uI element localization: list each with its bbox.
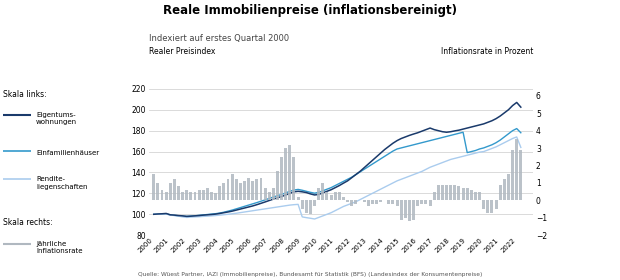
Bar bbox=[255, 179, 259, 200]
Bar bbox=[223, 183, 225, 200]
Text: Skala rechts:: Skala rechts: bbox=[3, 218, 53, 227]
Bar bbox=[189, 192, 192, 200]
Bar bbox=[206, 188, 209, 200]
Bar bbox=[239, 183, 242, 200]
Bar bbox=[276, 171, 279, 200]
Bar bbox=[412, 200, 415, 220]
Bar bbox=[326, 192, 329, 200]
Bar bbox=[181, 192, 184, 200]
Bar bbox=[177, 186, 180, 200]
Bar bbox=[264, 188, 267, 200]
Bar bbox=[280, 157, 283, 200]
Text: Realer Preisindex: Realer Preisindex bbox=[149, 47, 215, 56]
Bar bbox=[441, 185, 444, 200]
Text: Indexiert auf erstes Quartal 2000: Indexiert auf erstes Quartal 2000 bbox=[149, 34, 289, 43]
Bar bbox=[317, 188, 320, 200]
Bar bbox=[235, 179, 237, 200]
Bar bbox=[301, 200, 304, 209]
Bar bbox=[490, 200, 494, 213]
Bar bbox=[313, 200, 316, 206]
Bar bbox=[296, 197, 299, 200]
Bar bbox=[433, 192, 436, 200]
Bar bbox=[388, 200, 391, 204]
Bar bbox=[379, 200, 382, 202]
Bar bbox=[193, 192, 197, 200]
Bar bbox=[293, 157, 296, 200]
Bar bbox=[334, 192, 337, 200]
Bar bbox=[478, 192, 481, 200]
Bar bbox=[363, 200, 366, 202]
Bar bbox=[400, 200, 403, 220]
Bar bbox=[498, 185, 502, 200]
Bar bbox=[462, 188, 464, 200]
Bar bbox=[408, 200, 411, 221]
Bar bbox=[185, 190, 188, 200]
Text: Inflationsrate in Prozent: Inflationsrate in Prozent bbox=[441, 47, 533, 56]
Bar bbox=[214, 193, 217, 200]
Bar bbox=[396, 200, 399, 206]
Bar bbox=[453, 185, 456, 200]
Bar bbox=[251, 181, 254, 200]
Bar bbox=[243, 181, 246, 200]
Bar bbox=[495, 200, 498, 209]
Bar bbox=[437, 185, 440, 200]
Bar bbox=[520, 150, 522, 200]
Text: Eigentums-
wohnungen: Eigentums- wohnungen bbox=[36, 112, 77, 125]
Bar bbox=[198, 190, 201, 200]
Bar bbox=[346, 200, 349, 202]
Text: Skala links:: Skala links: bbox=[3, 90, 46, 99]
Bar bbox=[515, 139, 518, 200]
Text: Reale Immobilienpreise (inflationsbereinigt): Reale Immobilienpreise (inflationsberein… bbox=[163, 4, 457, 17]
Bar bbox=[450, 185, 452, 200]
Bar bbox=[458, 186, 461, 200]
Bar bbox=[511, 150, 514, 200]
Bar bbox=[153, 174, 155, 200]
Bar bbox=[420, 200, 423, 204]
Text: Rendite-
liegenschaften: Rendite- liegenschaften bbox=[36, 176, 87, 190]
Bar bbox=[342, 197, 345, 200]
Bar bbox=[231, 174, 234, 200]
Bar bbox=[272, 188, 275, 200]
Bar bbox=[470, 190, 473, 200]
Bar bbox=[247, 178, 250, 200]
Bar bbox=[445, 185, 448, 200]
Bar bbox=[330, 195, 332, 200]
Bar bbox=[482, 200, 485, 209]
Bar bbox=[321, 183, 324, 200]
Bar bbox=[350, 200, 353, 206]
Bar bbox=[367, 200, 370, 206]
Bar bbox=[375, 200, 378, 204]
Bar bbox=[156, 183, 159, 200]
Bar bbox=[169, 183, 172, 200]
Bar bbox=[202, 190, 205, 200]
Text: Quelle: Wüest Partner, IAZI (Immobilienpreise), Bundesamt für Statistik (BFS) (L: Quelle: Wüest Partner, IAZI (Immobilienp… bbox=[138, 272, 482, 277]
Bar bbox=[226, 179, 229, 200]
Bar bbox=[268, 192, 271, 200]
Bar bbox=[218, 186, 221, 200]
Bar bbox=[309, 200, 312, 214]
Bar bbox=[305, 200, 308, 213]
Bar bbox=[486, 200, 489, 213]
Bar bbox=[428, 200, 432, 206]
Bar bbox=[210, 192, 213, 200]
Bar bbox=[425, 200, 427, 204]
Bar bbox=[371, 200, 374, 204]
Bar bbox=[404, 200, 407, 218]
Bar bbox=[466, 188, 469, 200]
Bar bbox=[355, 200, 357, 204]
Bar bbox=[161, 190, 164, 200]
Bar bbox=[288, 144, 291, 200]
Bar bbox=[260, 178, 262, 200]
Text: Einfamilienhäuser: Einfamilienhäuser bbox=[36, 150, 99, 156]
Bar bbox=[503, 179, 506, 200]
Bar bbox=[507, 174, 510, 200]
Bar bbox=[165, 192, 167, 200]
Bar bbox=[391, 200, 394, 204]
Bar bbox=[173, 179, 176, 200]
Bar bbox=[474, 192, 477, 200]
Bar bbox=[416, 200, 419, 206]
Text: Jährliche
Inflationsrate: Jährliche Inflationsrate bbox=[36, 241, 82, 254]
Bar bbox=[338, 192, 341, 200]
Bar bbox=[284, 148, 287, 200]
